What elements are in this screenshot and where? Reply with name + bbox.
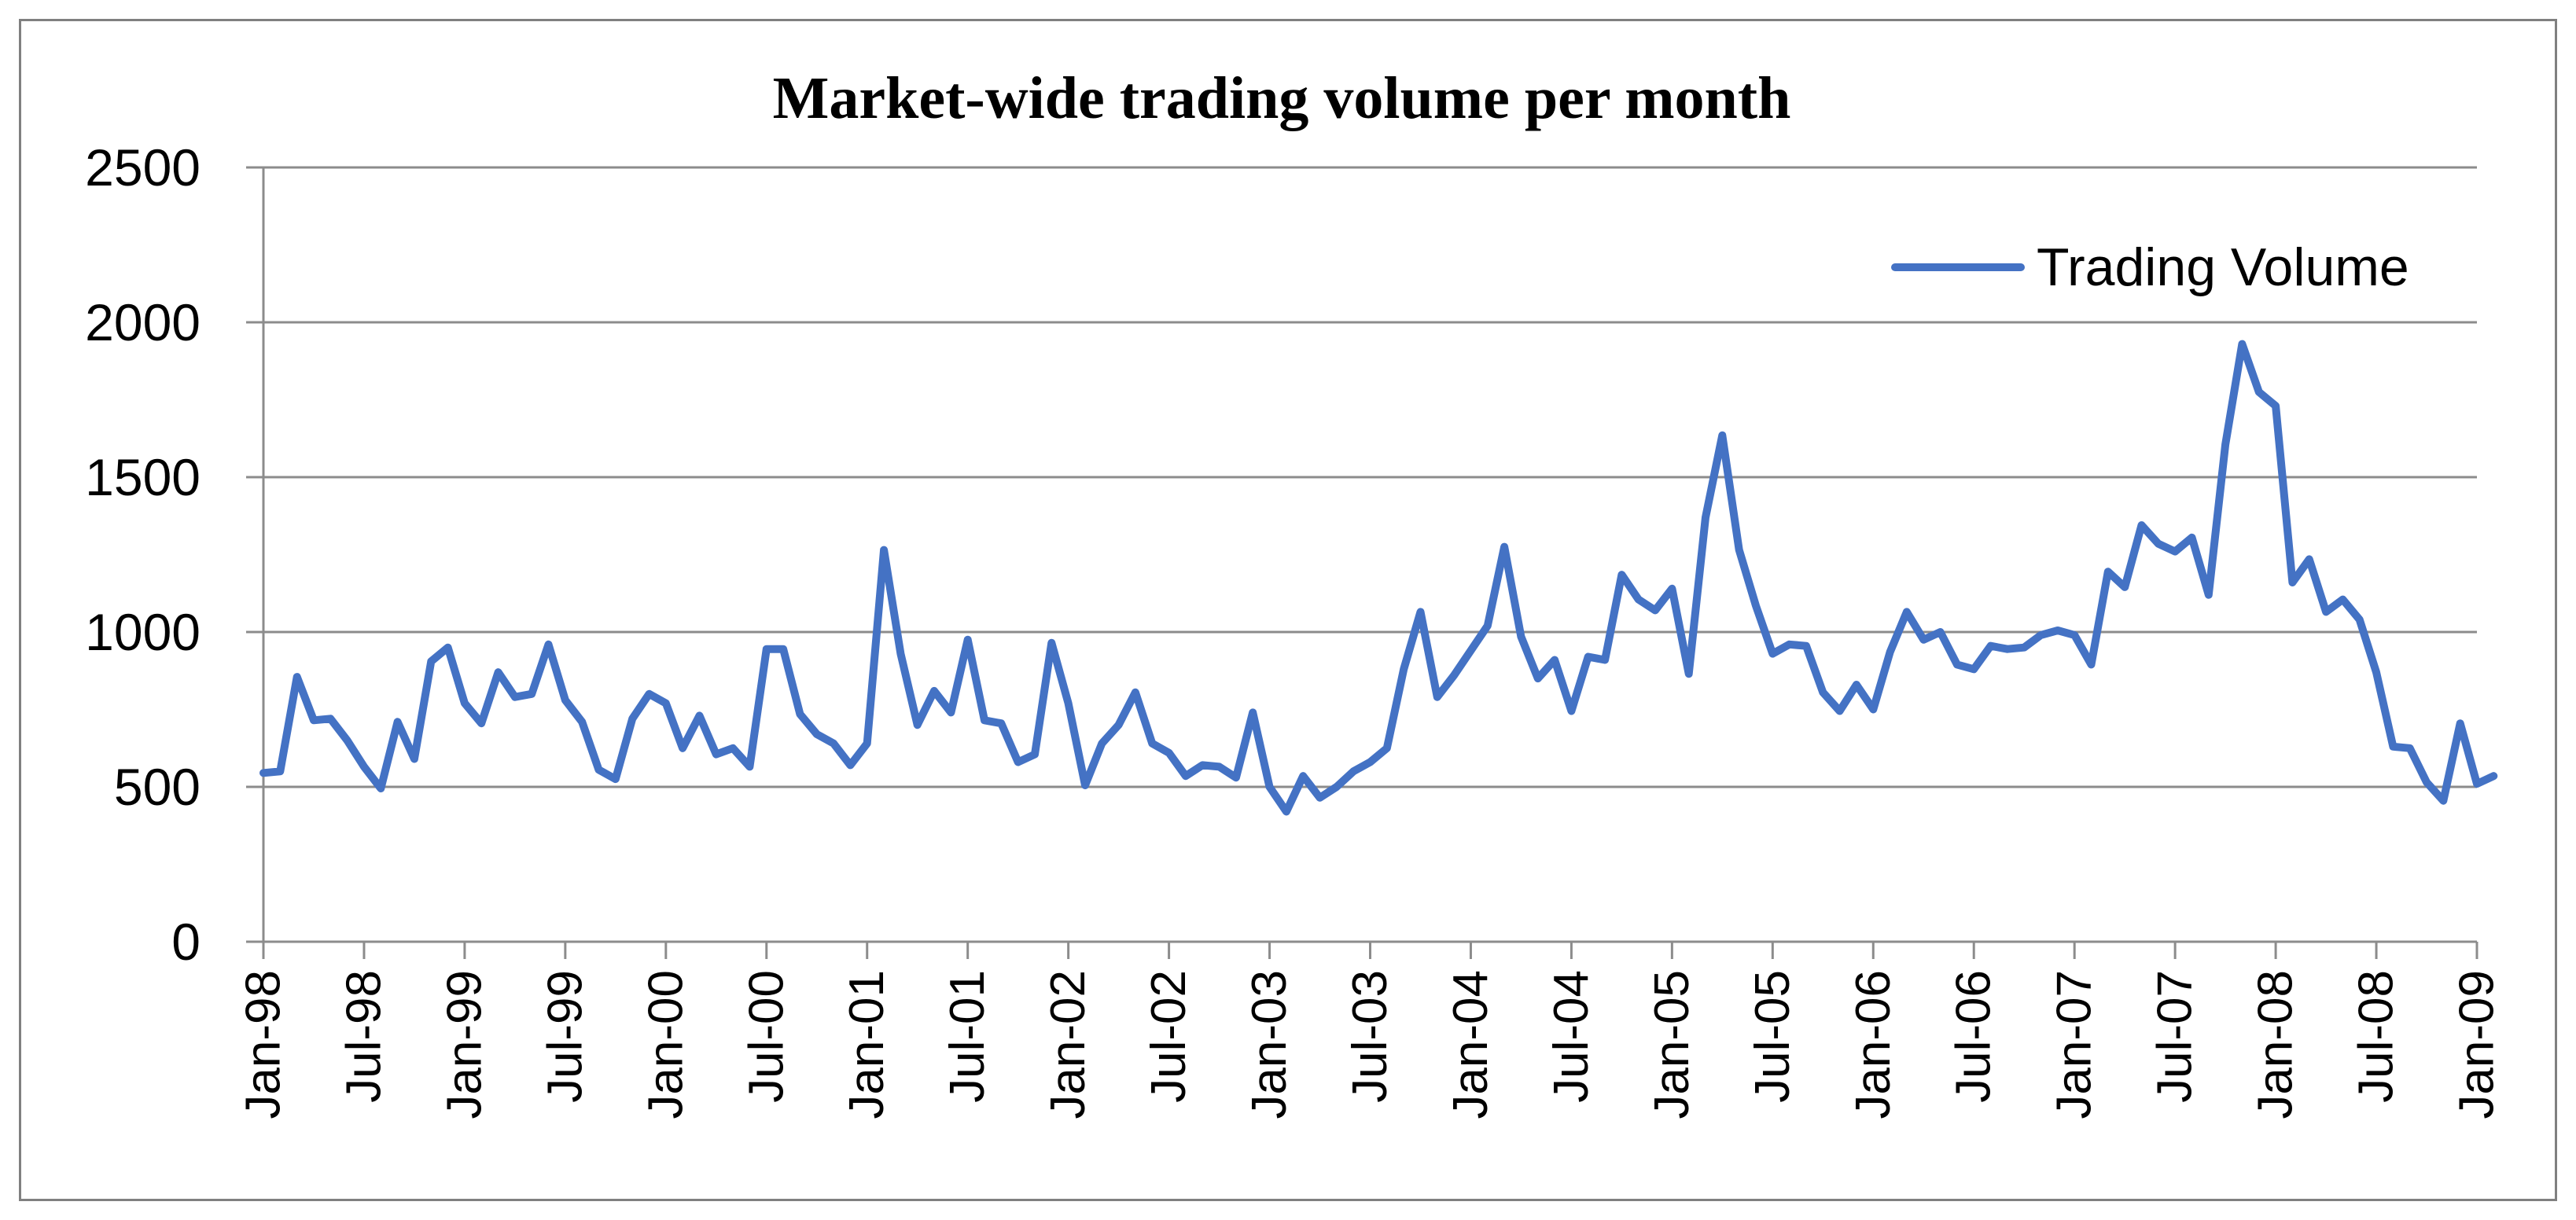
- x-tick-label-jul-08: Jul-08: [2350, 970, 2404, 1103]
- x-tick-label-jan-01: Jan-01: [840, 970, 894, 1119]
- x-tick-label-jan-08: Jan-08: [2249, 970, 2303, 1119]
- y-tick-label-500: 500: [114, 758, 201, 816]
- legend: Trading Volume: [1891, 237, 2409, 297]
- x-tick-label-jul-04: Jul-04: [1544, 970, 1599, 1103]
- chart-title: Market-wide trading volume per month: [773, 65, 1791, 131]
- y-axis-tick-labels: 0 500 1000 1500 2000 2500: [85, 138, 201, 971]
- x-tick-label-jan-02: Jan-02: [1041, 970, 1095, 1119]
- x-tick-label-jul-00: Jul-00: [739, 970, 793, 1103]
- series: [259, 340, 2498, 816]
- x-tick-label-jul-02: Jul-02: [1142, 970, 1196, 1103]
- gridlines: [263, 166, 2477, 788]
- x-tick-label-jul-99: Jul-99: [538, 970, 592, 1103]
- y-tick-label-1500: 1500: [85, 448, 201, 506]
- x-tick-label-jan-04: Jan-04: [1444, 970, 1498, 1119]
- x-tick-label-jan-06: Jan-06: [1846, 970, 1901, 1119]
- chart-frame: [19, 19, 2557, 1201]
- x-tick-label-jul-01: Jul-01: [940, 970, 995, 1103]
- series-line-trading-volume: [259, 340, 2498, 816]
- legend-label-trading-volume: Trading Volume: [2037, 237, 2409, 297]
- y-tick-label-2500: 2500: [85, 138, 201, 197]
- x-tick-label-jan-98: Jan-98: [237, 970, 291, 1119]
- x-tick-label-jul-98: Jul-98: [337, 970, 391, 1103]
- x-axis-tick-labels: Jan-98 Jul-98 Jan-99 Jul-99 Jan-00 Jul-00 Jan-…: [237, 970, 2504, 1119]
- y-tick-label-2000: 2000: [85, 293, 201, 351]
- x-tick-label-jul-03: Jul-03: [1343, 970, 1397, 1103]
- x-tick-label-jan-07: Jan-07: [2048, 970, 2102, 1119]
- y-tick-label-0: 0: [171, 913, 201, 971]
- x-tick-label-jul-06: Jul-06: [1947, 970, 2001, 1103]
- x-tick-label-jul-07: Jul-07: [2148, 970, 2202, 1103]
- x-tick-label-jan-00: Jan-00: [638, 970, 693, 1119]
- y-tick-label-1000: 1000: [85, 603, 201, 661]
- x-tick-label-jan-09: Jan-09: [2450, 970, 2504, 1119]
- x-tick-label-jan-99: Jan-99: [437, 970, 491, 1119]
- x-tick-label-jan-05: Jan-05: [1645, 970, 1699, 1119]
- x-tick-label-jan-03: Jan-03: [1242, 970, 1297, 1119]
- axes: [246, 166, 2478, 959]
- x-tick-label-jul-05: Jul-05: [1746, 970, 1800, 1103]
